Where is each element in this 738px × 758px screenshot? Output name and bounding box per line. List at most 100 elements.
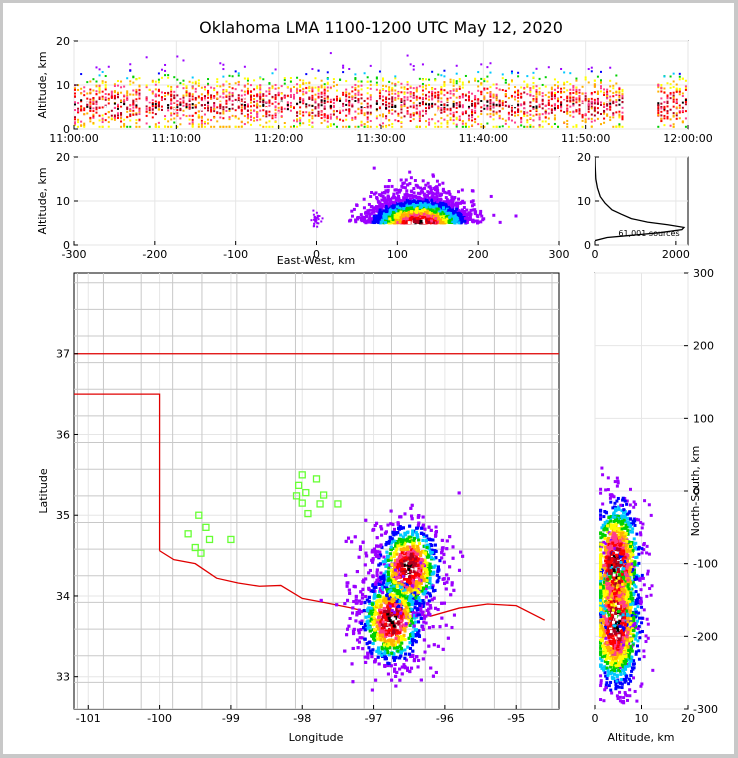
time-height-source xyxy=(566,123,569,126)
time-height-source xyxy=(486,104,489,107)
time-height-source xyxy=(486,75,489,78)
time-height-source xyxy=(572,100,575,103)
time-height-source xyxy=(569,100,572,103)
time-height-source xyxy=(464,106,467,109)
east-west-source xyxy=(418,192,422,196)
time-height-source xyxy=(477,89,480,92)
time-height-source xyxy=(431,86,434,89)
time-height-source xyxy=(421,85,424,88)
time-height-source xyxy=(348,96,351,99)
time-height-source xyxy=(553,84,556,87)
time-height-source xyxy=(170,107,173,110)
time-height-source xyxy=(145,84,148,87)
time-height-source xyxy=(587,108,590,111)
time-height-source xyxy=(216,78,219,81)
time-height-source xyxy=(148,99,151,102)
time-height-source xyxy=(314,98,317,101)
time-height-source xyxy=(596,90,599,93)
time-height-source xyxy=(262,94,265,97)
time-height-source xyxy=(590,91,593,94)
time-height-source xyxy=(514,106,517,109)
time-height-source xyxy=(323,83,326,86)
time-height-source xyxy=(160,68,163,71)
time-height-source xyxy=(194,106,197,109)
time-height-source xyxy=(366,121,369,124)
time-height-source xyxy=(234,116,237,119)
time-height-source xyxy=(369,125,372,128)
time-height-source xyxy=(289,101,292,104)
time-height-source xyxy=(538,93,541,96)
time-height-source xyxy=(603,110,606,113)
time-height-source xyxy=(126,116,129,119)
time-height-source xyxy=(197,95,200,98)
time-height-source xyxy=(170,85,173,88)
time-height-source xyxy=(351,90,354,93)
time-height-source xyxy=(557,125,560,128)
time-height-source xyxy=(101,95,104,98)
time-height-source xyxy=(575,91,578,94)
time-height-source xyxy=(550,109,553,112)
time-height-source xyxy=(474,109,477,112)
time-height-source xyxy=(400,116,403,119)
time-height-source xyxy=(89,98,92,101)
time-height-source xyxy=(461,122,464,125)
time-height-source xyxy=(311,125,314,128)
time-height-source xyxy=(240,89,243,92)
time-height-source xyxy=(498,99,501,102)
time-height-source xyxy=(618,123,621,126)
time-height-source xyxy=(412,106,415,109)
east-west-source xyxy=(397,194,401,198)
time-height-source xyxy=(274,120,277,123)
time-height-source xyxy=(532,119,535,122)
time-height-source xyxy=(314,93,317,96)
time-height-source xyxy=(584,92,587,95)
east-west-source xyxy=(394,202,398,206)
time-height-source xyxy=(672,91,675,94)
time-height-source xyxy=(98,106,101,109)
time-height-source xyxy=(222,112,225,115)
time-height-source xyxy=(250,98,253,101)
time-height-source xyxy=(274,87,277,90)
time-height-source xyxy=(618,110,621,113)
east-west-source xyxy=(472,203,476,207)
time-height-source xyxy=(170,95,173,98)
time-height-source xyxy=(213,89,216,92)
time-height-source xyxy=(385,96,388,99)
east-west-source xyxy=(389,208,393,212)
time-height-source xyxy=(283,82,286,85)
time-height-source xyxy=(289,104,292,107)
time-height-source xyxy=(116,107,119,110)
time-height-source xyxy=(572,104,575,107)
time-height-source xyxy=(213,108,216,111)
time-height-source xyxy=(428,98,431,101)
time-height-source xyxy=(421,109,424,112)
time-height-source xyxy=(400,108,403,111)
time-height-source xyxy=(354,73,357,76)
time-height-source xyxy=(326,89,329,92)
east-west-source xyxy=(479,212,483,216)
time-height-source xyxy=(98,119,101,122)
time-height-source xyxy=(216,97,219,100)
time-height-source xyxy=(348,102,351,105)
time-height-source xyxy=(167,93,170,96)
time-height-source xyxy=(421,82,424,85)
time-height-source xyxy=(329,123,332,126)
time-height-source xyxy=(345,114,348,117)
time-height-source xyxy=(599,70,602,73)
east-west-source xyxy=(405,189,409,193)
time-height-source xyxy=(197,114,200,117)
time-height-source xyxy=(185,94,188,97)
time-height-source xyxy=(107,98,110,101)
east-west-source xyxy=(403,200,407,204)
time-height-source xyxy=(188,80,191,83)
time-height-source xyxy=(289,125,292,128)
time-height-source xyxy=(452,106,455,109)
time-height-source xyxy=(329,52,332,55)
time-height-source xyxy=(182,79,185,82)
time-height-source xyxy=(446,121,449,124)
time-height-source xyxy=(560,103,563,106)
time-height-source xyxy=(145,114,148,117)
east-west-source xyxy=(422,193,426,197)
time-height-source xyxy=(569,72,572,75)
time-height-source xyxy=(113,118,116,121)
